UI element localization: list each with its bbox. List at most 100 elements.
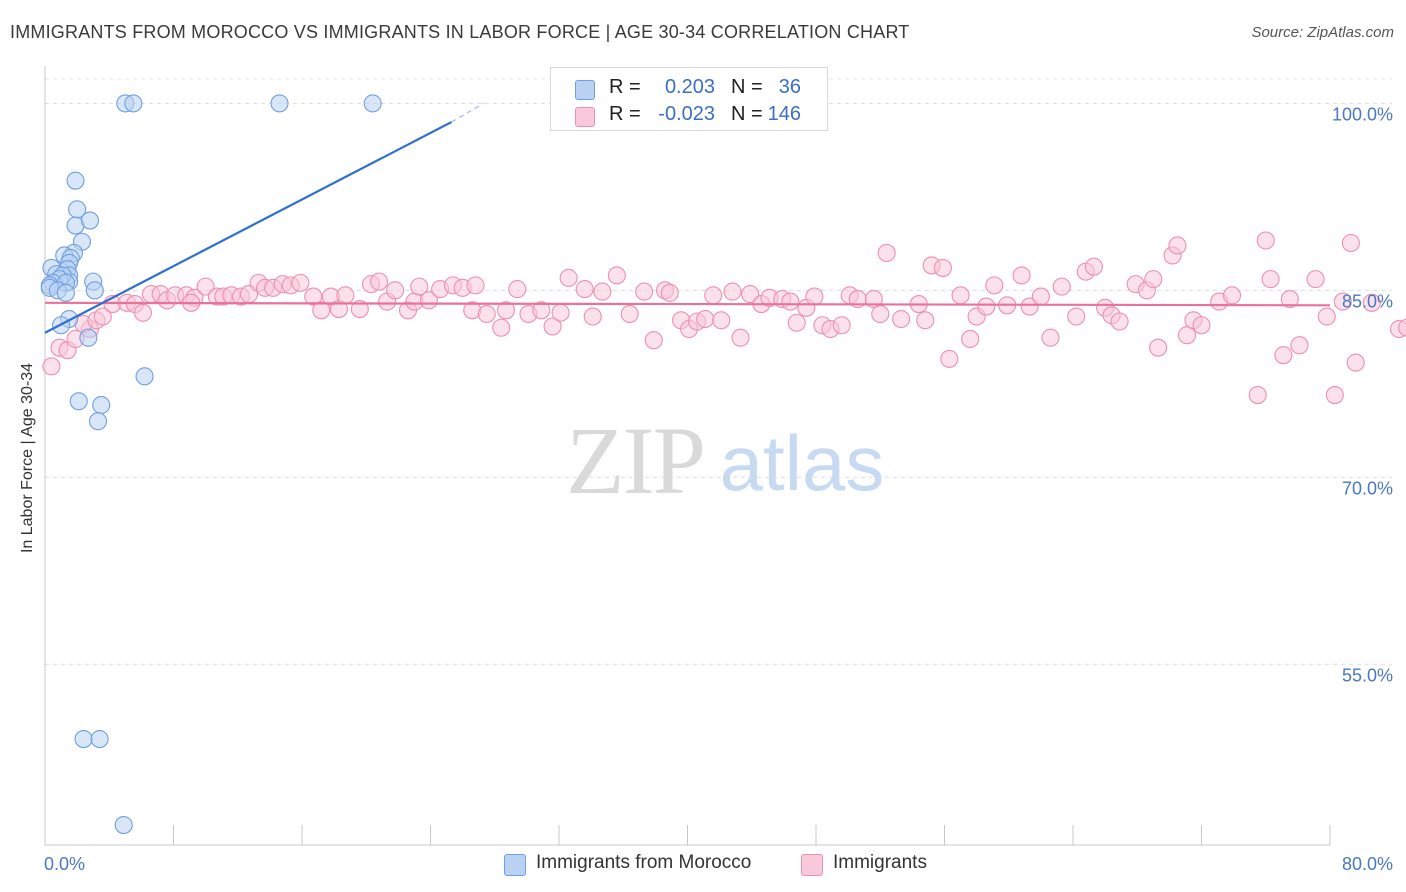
immigrants-point — [1111, 313, 1128, 330]
legend-n-value: 146 — [763, 103, 801, 126]
immigrants-point — [292, 274, 309, 291]
y-tick-label: 55.0% — [1342, 665, 1393, 685]
immigrants-point — [478, 306, 495, 323]
morocco-point — [57, 284, 74, 301]
immigrants-point — [1145, 271, 1162, 288]
immigrants-point — [1169, 237, 1186, 254]
immigrants-point — [941, 350, 958, 367]
immigrants-point — [576, 281, 593, 298]
immigrants-point — [1291, 337, 1308, 354]
watermark: ZIP atlas — [566, 407, 884, 514]
y-tick-label: 70.0% — [1342, 478, 1393, 498]
immigrants-point — [1326, 387, 1343, 404]
immigrants-point — [1318, 308, 1335, 325]
bottom-legend: Immigrants from Morocco Immigrants — [0, 851, 1406, 879]
immigrants-point — [872, 306, 889, 323]
scatter-plot: ZIP atlas 55.0%70.0%85.0%100.0%0.0% 80.0% — [0, 0, 1406, 892]
watermark-atlas: atlas — [720, 419, 885, 507]
immigrants-point — [493, 319, 510, 336]
immigrants-point — [467, 277, 484, 294]
immigrants-point — [893, 311, 910, 328]
legend-r-value: -0.023 — [645, 103, 715, 126]
immigrants-point — [788, 314, 805, 331]
immigrants-point — [661, 284, 678, 301]
immigrants-point — [986, 277, 1003, 294]
immigrants-point — [608, 267, 625, 284]
immigrants-point — [705, 287, 722, 304]
tick-labels: 55.0% 70.0% 85.0% 100.0% 0.0% 80.0% — [44, 104, 1393, 874]
immigrants-point — [878, 244, 895, 261]
immigrants-point — [1085, 258, 1102, 275]
legend-n-value: 36 — [763, 76, 801, 99]
immigrants-point — [782, 293, 799, 310]
morocco-trend-extension — [451, 103, 483, 122]
immigrants-point — [337, 287, 354, 304]
series-immigrants-points — [43, 232, 1406, 404]
morocco-point — [86, 282, 103, 299]
immigrants-point — [1257, 232, 1274, 249]
morocco-point — [75, 731, 92, 748]
bottom-legend-swatch-morocco — [504, 854, 526, 876]
legend-r-label: R = — [609, 76, 641, 99]
morocco-point — [80, 329, 97, 346]
immigrants-point — [1262, 271, 1279, 288]
immigrants-point — [509, 281, 526, 298]
morocco-point — [93, 397, 110, 414]
legend-r-label: R = — [609, 103, 641, 126]
immigrants-point — [1053, 278, 1070, 295]
immigrants-point — [387, 282, 404, 299]
y-tick-label: 85.0% — [1342, 291, 1393, 311]
immigrants-point — [934, 259, 951, 276]
immigrants-point — [371, 273, 388, 290]
morocco-point — [67, 172, 84, 189]
legend-row-immigrants: R = -0.023 N = 146 — [551, 103, 827, 131]
immigrants-point — [697, 311, 714, 328]
morocco-point — [125, 95, 142, 112]
morocco-point — [91, 731, 108, 748]
immigrants-point — [1249, 387, 1266, 404]
legend-swatch-morocco — [575, 80, 595, 100]
immigrants-point — [1193, 317, 1210, 334]
immigrants-point — [806, 288, 823, 305]
immigrants-point — [833, 317, 850, 334]
immigrants-point — [917, 312, 934, 329]
morocco-point — [364, 95, 381, 112]
watermark-zip: ZIP — [566, 407, 704, 514]
bottom-legend-label-immigrants: Immigrants — [833, 852, 927, 874]
immigrants-point — [1032, 288, 1049, 305]
immigrants-point — [1307, 271, 1324, 288]
immigrants-point — [1013, 267, 1030, 284]
bottom-legend-label-morocco: Immigrants from Morocco — [536, 852, 751, 874]
immigrants-point — [645, 332, 662, 349]
legend-n-label: N = — [731, 103, 763, 126]
legend-n-label: N = — [731, 76, 763, 99]
immigrants-point — [552, 304, 569, 321]
grid-layer — [45, 79, 1392, 664]
immigrants-point — [1068, 308, 1085, 325]
morocco-point — [70, 393, 87, 410]
immigrants-point — [1042, 329, 1059, 346]
immigrants-point — [713, 312, 730, 329]
immigrants-point — [1275, 347, 1292, 364]
series-morocco-points — [41, 95, 381, 834]
legend-r-value: 0.203 — [645, 76, 715, 99]
morocco-point — [136, 368, 153, 385]
legend-swatch-immigrants — [575, 107, 595, 127]
immigrants-point — [636, 283, 653, 300]
immigrants-point — [1347, 354, 1364, 371]
morocco-point — [81, 212, 98, 229]
legend-box: R = 0.203 N = 36 R = -0.023 N = 146 — [550, 67, 828, 131]
morocco-point — [115, 817, 132, 834]
immigrants-point — [978, 298, 995, 315]
immigrants-point — [724, 283, 741, 300]
morocco-point — [271, 95, 288, 112]
immigrants-point — [1342, 234, 1359, 251]
immigrants-point — [584, 308, 601, 325]
immigrants-point — [962, 330, 979, 347]
immigrants-point — [621, 306, 638, 323]
morocco-point — [90, 413, 107, 430]
immigrants-point — [560, 269, 577, 286]
y-tick-label: 100.0% — [1332, 104, 1393, 124]
immigrants-point — [1224, 287, 1241, 304]
immigrants-point — [594, 283, 611, 300]
